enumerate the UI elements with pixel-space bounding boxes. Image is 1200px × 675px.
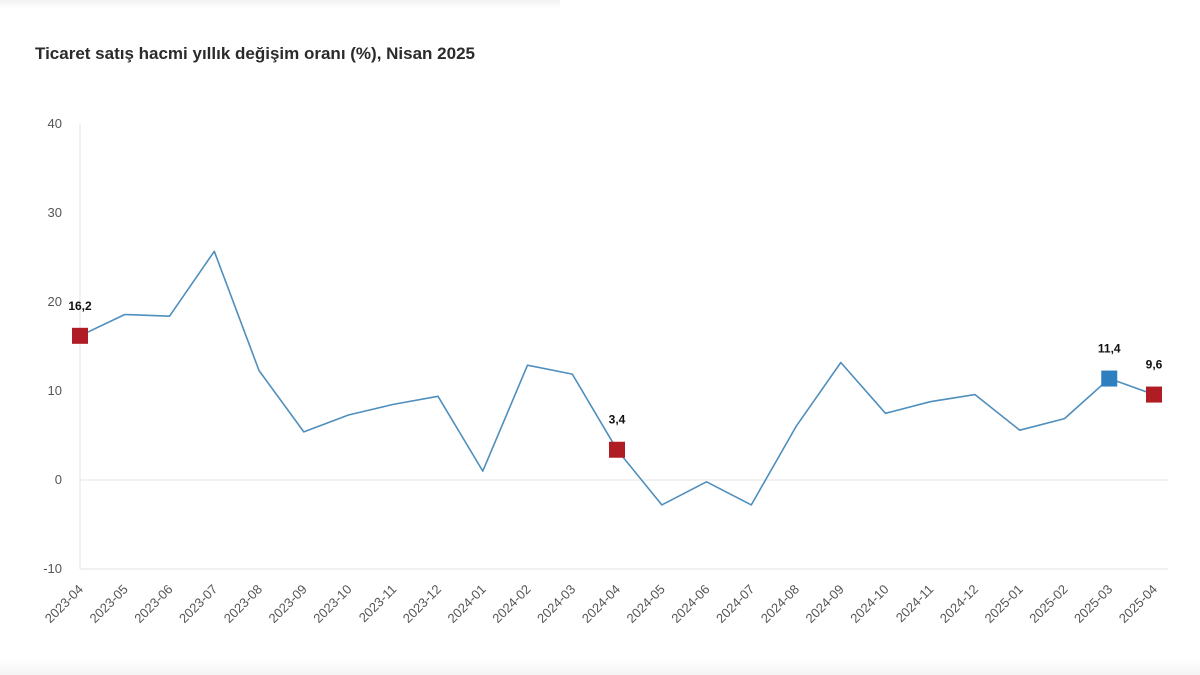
x-tick-label: 2023-05 (87, 582, 131, 626)
y-tick-label: 40 (48, 116, 62, 131)
x-tick-label: 2024-06 (668, 582, 712, 626)
chart-axes (79, 124, 1168, 570)
series-line (79, 250, 1155, 506)
x-tick-label: 2023-07 (176, 582, 220, 626)
x-tick-label: 2025-01 (982, 582, 1026, 626)
highlight-marker (72, 327, 88, 344)
x-tick-label: 2023-09 (266, 582, 310, 626)
x-tick-label: 2025-02 (1026, 582, 1070, 626)
x-tick-label: 2024-11 (893, 582, 937, 626)
top-shadow-band (0, 0, 560, 8)
data-labels: 16,2 3,4 11,4 9,6 (68, 299, 1162, 427)
bottom-shadow-band (0, 660, 1200, 675)
x-tick-label: 2024-05 (624, 582, 668, 626)
x-tick-label: 2023-08 (221, 582, 265, 626)
x-tick-label: 2023-04 (42, 582, 86, 626)
x-tick-label: 2025-03 (1071, 582, 1115, 626)
x-axis-ticks: 2023-04 2023-05 2023-06 2023-07 2023-08 2023-… (42, 582, 1160, 626)
x-tick-label: 2025-04 (1116, 582, 1160, 626)
y-tick-label: -10 (43, 561, 62, 576)
data-label: 3,4 (609, 413, 626, 427)
x-tick-label: 2024-03 (534, 582, 578, 626)
x-tick-label: 2023-10 (310, 582, 354, 626)
x-tick-label: 2024-12 (937, 582, 981, 626)
highlight-marker (1146, 386, 1162, 403)
x-tick-label: 2024-01 (445, 582, 489, 626)
highlight-markers (72, 327, 1162, 458)
highlight-marker (609, 441, 625, 458)
x-tick-label: 2024-04 (579, 582, 623, 626)
x-tick-label: 2024-09 (803, 582, 847, 626)
highlight-marker (1101, 370, 1118, 387)
x-tick-label: 2024-08 (758, 582, 802, 626)
x-tick-label: 2024-07 (713, 582, 757, 626)
series-lines (79, 250, 1155, 506)
data-label: 11,4 (1098, 342, 1121, 356)
x-tick-label: 2023-06 (131, 582, 175, 626)
x-tick-label: 2024-02 (489, 582, 533, 626)
x-tick-label: 2023-11 (356, 582, 400, 626)
y-tick-label: 20 (48, 294, 62, 309)
y-tick-label: 0 (55, 472, 62, 487)
y-axis-ticks: 40 30 20 10 0 -10 (43, 116, 62, 576)
data-label: 16,2 (68, 299, 92, 313)
y-tick-label: 30 (48, 205, 62, 220)
y-tick-label: 10 (48, 383, 62, 398)
x-tick-label: 2024-10 (847, 582, 891, 626)
chart-title: Ticaret satış hacmi yıllık değişim oranı… (35, 44, 475, 63)
data-label: 9,6 (1146, 358, 1163, 372)
x-tick-label: 2023-12 (400, 582, 444, 626)
